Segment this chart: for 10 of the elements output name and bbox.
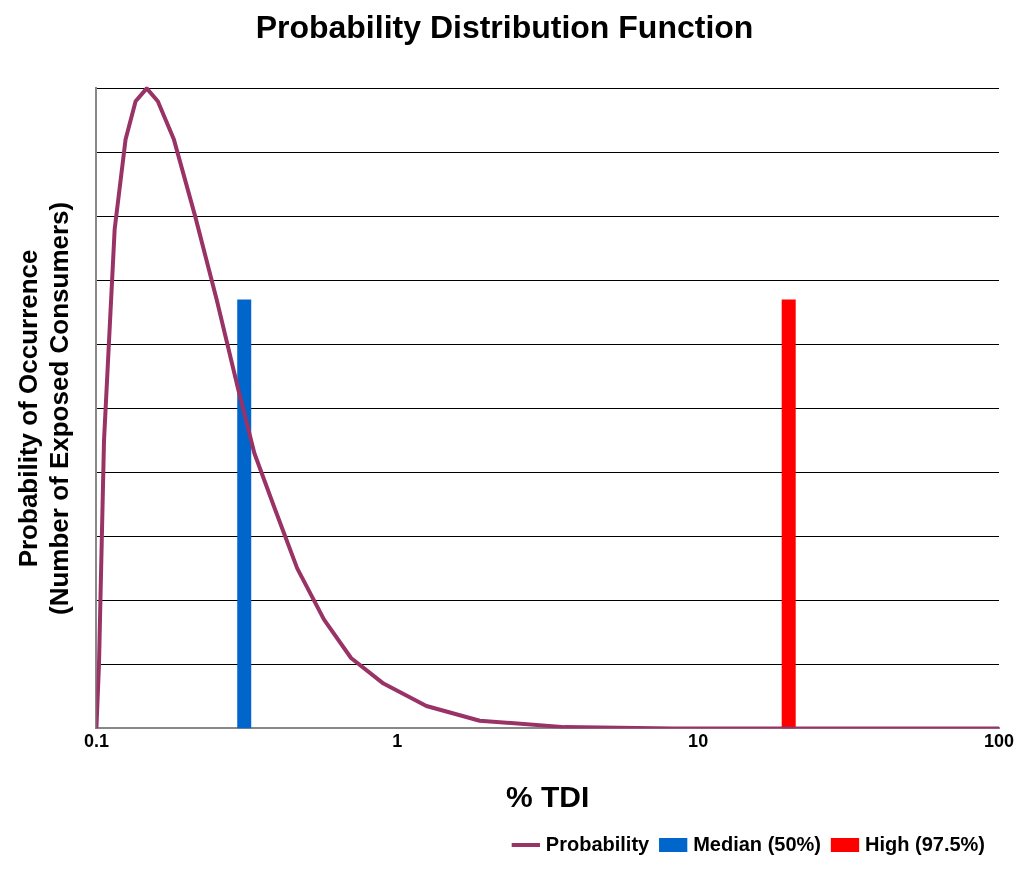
legend-label: Median (50%) — [693, 832, 821, 855]
legend-label: Probability — [545, 832, 651, 855]
x-tick-label: 0.1 — [83, 731, 109, 752]
y-axis-title: Probability of Occurrence (Number of Exposed Consumers) — [12, 201, 74, 615]
x-tick-label: 100 — [983, 731, 1015, 752]
x-axis-title: % TDI — [506, 780, 590, 814]
legend-label: High (97.5%) — [864, 832, 986, 855]
x-tick-label: 10 — [688, 731, 709, 752]
x-tick-label: 1 — [392, 731, 403, 752]
chart-title: Probability Distribution Function — [255, 9, 754, 46]
